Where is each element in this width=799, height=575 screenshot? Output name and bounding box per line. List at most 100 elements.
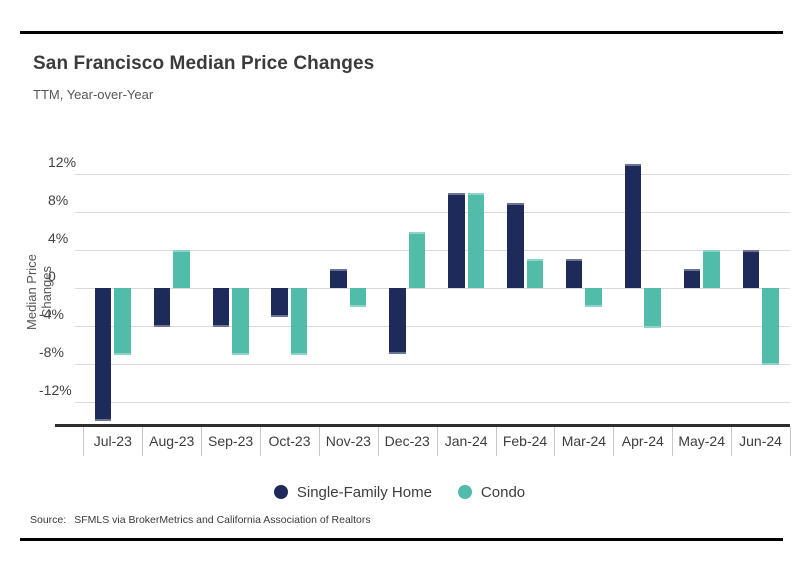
x-axis-label: Dec-23 [384, 433, 430, 449]
x-axis-label: Jul-23 [93, 433, 132, 449]
x-axis-label: Aug-23 [149, 433, 195, 449]
x-tick [495, 427, 497, 456]
gridline [75, 401, 790, 403]
bar-condo [408, 231, 426, 288]
bar-condo [644, 287, 661, 328]
x-axis-label: Jun-24 [739, 433, 782, 449]
bar-end-cap [526, 259, 544, 262]
bar-end-cap [585, 304, 602, 307]
bar-condo [114, 287, 131, 356]
bar-end-cap [94, 418, 112, 421]
bar-single-family-home [565, 259, 583, 288]
x-tick [83, 427, 85, 456]
x-tick [318, 427, 320, 456]
x-axis-label: Nov-23 [325, 433, 371, 449]
x-tick [201, 427, 203, 456]
bar-condo [585, 287, 602, 307]
y-tick-label: -4% [39, 305, 64, 322]
x-axis-label: Sep-23 [208, 433, 254, 449]
bar-single-family-home [683, 268, 701, 288]
single-family-home-swatch-icon [273, 485, 288, 499]
bar-end-cap [290, 353, 308, 356]
x-axis-label: Feb-24 [502, 433, 548, 449]
bar-single-family-home [94, 287, 112, 421]
bar-condo [232, 287, 249, 356]
bottom-rule [20, 538, 783, 541]
y-tick-label: 0 [48, 267, 56, 284]
x-tick [613, 427, 615, 456]
bar-end-cap [330, 268, 347, 271]
x-tick [790, 427, 791, 456]
bar-end-cap [507, 203, 524, 206]
x-axis-label: Apr-24 [621, 433, 664, 449]
x-tick [377, 427, 379, 456]
legend-item-condo: Condo [457, 483, 526, 501]
bar-end-cap [644, 325, 661, 328]
x-tick [260, 427, 262, 456]
bar-single-family-home [212, 287, 230, 327]
x-axis-line [55, 424, 790, 427]
x-axis-label: May-24 [678, 433, 725, 449]
gridline [75, 287, 790, 289]
x-axis-label: Mar-24 [561, 433, 607, 449]
bar-condo [526, 259, 544, 288]
bar-end-cap [703, 249, 720, 252]
y-tick-label: -8% [39, 343, 64, 360]
bar-single-family-home [507, 203, 524, 288]
gridline [75, 211, 790, 213]
bar-end-cap [742, 249, 760, 252]
bar-end-cap [271, 315, 288, 318]
bar-condo [467, 192, 485, 288]
bar-condo [703, 249, 720, 288]
gridline [75, 173, 790, 175]
bar-condo [290, 287, 308, 356]
legend-label-single-family-home: Single-Family Home [296, 483, 432, 501]
legend-label-condo: Condo [480, 483, 526, 501]
bar-condo [762, 287, 779, 365]
y-tick-label: 8% [48, 191, 69, 208]
x-tick [731, 427, 733, 456]
x-axis-label: Oct-23 [268, 433, 311, 449]
x-axis-label: Jan-24 [444, 433, 488, 449]
gridline [75, 325, 790, 327]
x-tick [672, 427, 674, 456]
gridline [75, 363, 790, 365]
bar-single-family-home [742, 249, 760, 288]
bar-single-family-home [448, 192, 465, 288]
bar-single-family-home [624, 164, 642, 288]
bar-end-cap [683, 268, 701, 271]
legend-item-single-family-home: Single-Family Home [273, 483, 432, 501]
bar-end-cap [349, 304, 367, 307]
x-tick [142, 427, 144, 456]
bar-end-cap [389, 352, 406, 355]
bar-end-cap [448, 192, 465, 195]
bar-single-family-home [330, 268, 347, 288]
gridline [75, 249, 790, 251]
source-label: Source: [30, 514, 67, 526]
bar-single-family-home [271, 287, 288, 318]
bar-end-cap [762, 362, 779, 365]
x-tick [554, 427, 556, 456]
bar-single-family-home [153, 287, 171, 327]
y-tick-label: 4% [48, 229, 69, 246]
bar-end-cap [232, 353, 249, 356]
bar-end-cap [408, 231, 426, 234]
x-tick [436, 427, 438, 456]
source-note: Source: SFMLS via BrokerMetrics and Cali… [30, 514, 371, 526]
bar-condo [349, 287, 367, 307]
source-text: SFMLS via BrokerMetrics and California A… [74, 514, 371, 526]
chart-title: San Francisco Median Price Changes [33, 53, 375, 74]
bar-end-cap [565, 259, 583, 262]
chart-subtitle: TTM, Year-over-Year [33, 87, 154, 102]
bar-end-cap [467, 192, 485, 195]
bar-end-cap [212, 324, 230, 327]
bar-end-cap [114, 353, 131, 356]
bar-end-cap [153, 324, 171, 327]
bar-single-family-home [389, 287, 406, 355]
bar-condo [173, 249, 190, 288]
y-tick-label: 12% [48, 153, 77, 170]
bar-end-cap [624, 164, 642, 167]
top-rule [20, 31, 783, 34]
